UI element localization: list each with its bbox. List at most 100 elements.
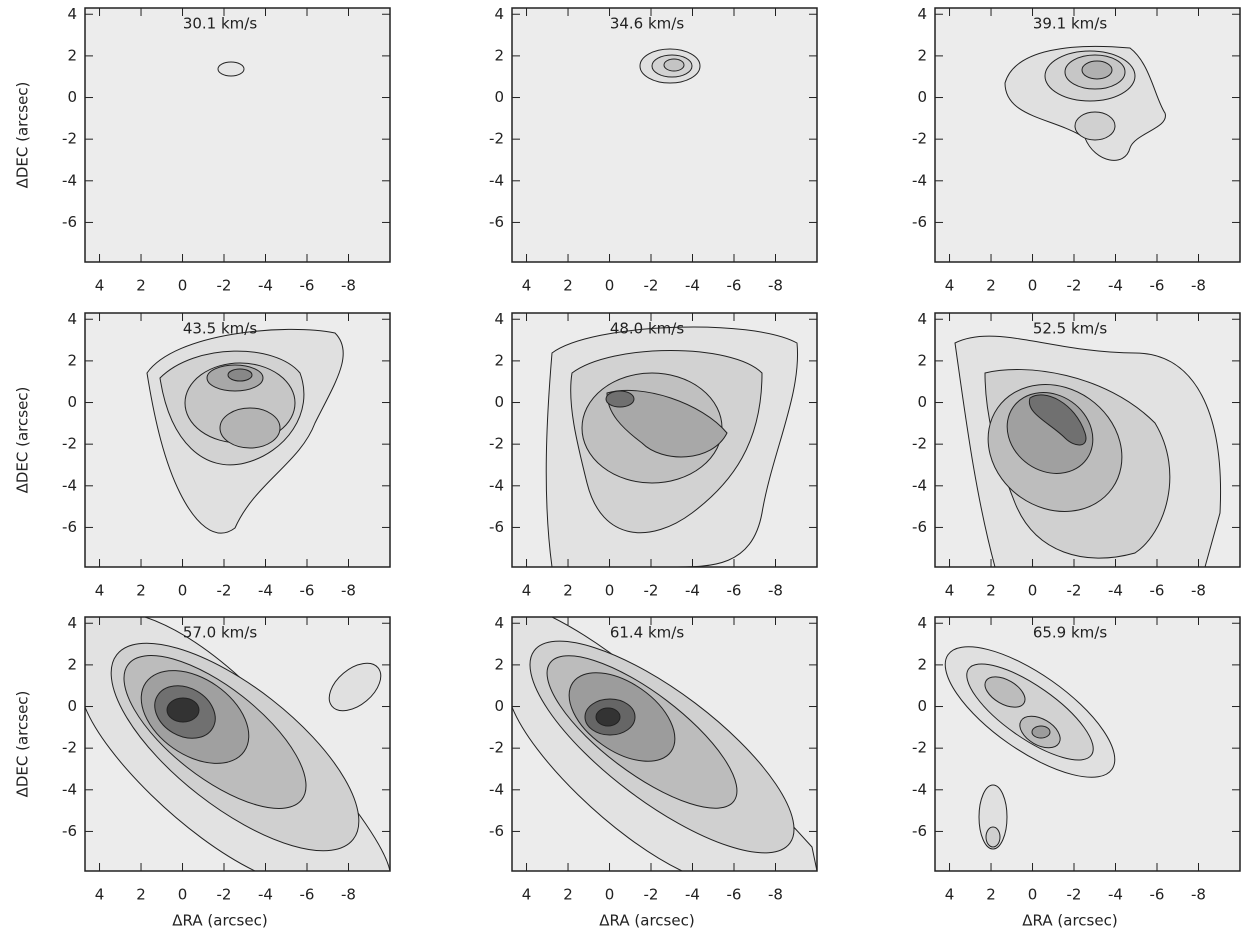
y-tick-label: -4 bbox=[62, 780, 77, 798]
x-tick-label: 4 bbox=[522, 277, 532, 295]
x-tick-label: 2 bbox=[986, 886, 996, 904]
panel: 4 2 0 -2 -4 -6 -8 4 2 0 -2 -4 -6 52.5 km/s bbox=[912, 310, 1241, 600]
x-tick-label: 4 bbox=[95, 582, 105, 600]
y-tick-label: -4 bbox=[489, 476, 504, 494]
contour-art bbox=[512, 617, 817, 871]
x-tick-label: -6 bbox=[300, 582, 315, 600]
panel: 4 2 0 -2 -4 -6 -8 4 2 0 -2 -4 -6 57.0 km/s ΔRA (arcsec… bbox=[14, 614, 391, 930]
y-tick-label: -4 bbox=[62, 476, 77, 494]
x-tick-label: 2 bbox=[136, 582, 146, 600]
y-tick-label: -2 bbox=[912, 739, 927, 757]
x-tick-label: -4 bbox=[258, 886, 273, 904]
y-tick-label: 4 bbox=[917, 310, 927, 328]
x-tick-label: -4 bbox=[1108, 582, 1123, 600]
y-tick-label: 2 bbox=[494, 46, 504, 64]
x-tick-label: -4 bbox=[258, 582, 273, 600]
x-tick-label: 0 bbox=[605, 886, 615, 904]
panel-title: 30.1 km/s bbox=[183, 15, 258, 33]
x-tick-label: -8 bbox=[768, 277, 783, 295]
y-tick-label: 2 bbox=[917, 351, 927, 369]
panel: 4 2 0 -2 -4 -6 -8 4 2 0 -2 -4 -6 43.5 km/s ΔDEC (arcse… bbox=[14, 310, 391, 600]
y-tick-label: 4 bbox=[67, 614, 77, 632]
y-tick-label: 0 bbox=[494, 697, 504, 715]
x-axis-label: ΔRA (arcsec) bbox=[1022, 912, 1117, 930]
x-tick-label: 2 bbox=[563, 582, 573, 600]
x-axis-label: ΔRA (arcsec) bbox=[172, 912, 267, 930]
y-tick-label: -4 bbox=[912, 780, 927, 798]
x-tick-label: -4 bbox=[685, 277, 700, 295]
y-tick-label: -2 bbox=[489, 739, 504, 757]
panel: 4 2 0 -2 -4 -6 -8 4 2 0 -2 -4 -6 61.4 km/s ΔRA (arcsec… bbox=[489, 614, 818, 930]
x-tick-label: -4 bbox=[685, 886, 700, 904]
x-tick-label: -8 bbox=[341, 277, 356, 295]
x-tick-label: -8 bbox=[1191, 582, 1206, 600]
plot-frame bbox=[84, 616, 391, 872]
x-tick-label: -8 bbox=[1191, 886, 1206, 904]
contour-art bbox=[639, 48, 701, 84]
x-tick-label: -6 bbox=[1150, 886, 1165, 904]
y-tick-label: -2 bbox=[489, 435, 504, 453]
x-tick-label: 4 bbox=[95, 277, 105, 295]
y-axis-label: ΔDEC (arcsec) bbox=[14, 691, 32, 798]
panel-title: 34.6 km/s bbox=[610, 15, 685, 33]
x-tick-label: 4 bbox=[522, 886, 532, 904]
x-tick-label: 4 bbox=[522, 582, 532, 600]
y-tick-label: -4 bbox=[489, 171, 504, 189]
x-tick-label: 0 bbox=[178, 886, 188, 904]
x-tick-label: -2 bbox=[217, 582, 232, 600]
x-tick-label: -2 bbox=[217, 886, 232, 904]
contour-art bbox=[85, 617, 390, 871]
contour-art bbox=[944, 646, 1116, 850]
contour-art bbox=[954, 335, 1222, 567]
y-tick-label: -2 bbox=[62, 739, 77, 757]
y-tick-label: -2 bbox=[62, 130, 77, 148]
y-tick-label: 4 bbox=[917, 614, 927, 632]
y-tick-label: 0 bbox=[917, 697, 927, 715]
x-tick-label: 0 bbox=[605, 582, 615, 600]
y-tick-label: 4 bbox=[494, 614, 504, 632]
contour-art bbox=[545, 326, 799, 567]
panel-title: 52.5 km/s bbox=[1033, 320, 1108, 338]
x-tick-label: -2 bbox=[644, 886, 659, 904]
y-tick-label: -2 bbox=[62, 435, 77, 453]
y-tick-label: -6 bbox=[62, 213, 77, 231]
x-tick-label: -2 bbox=[1067, 886, 1082, 904]
plot-background bbox=[85, 8, 390, 262]
y-tick-label: 4 bbox=[67, 310, 77, 328]
x-tick-label: -8 bbox=[341, 582, 356, 600]
panel-title: 48.0 km/s bbox=[610, 320, 685, 338]
x-tick-label: 0 bbox=[178, 277, 188, 295]
y-tick-label: -6 bbox=[912, 518, 927, 536]
x-tick-label: 0 bbox=[178, 582, 188, 600]
plot-background bbox=[512, 8, 817, 262]
x-tick-label: -8 bbox=[341, 886, 356, 904]
y-tick-label: 2 bbox=[494, 655, 504, 673]
x-tick-label: 4 bbox=[945, 277, 955, 295]
y-tick-label: 2 bbox=[67, 655, 77, 673]
x-tick-label: 2 bbox=[563, 277, 573, 295]
x-tick-label: -4 bbox=[258, 277, 273, 295]
y-tick-label: -6 bbox=[912, 822, 927, 840]
x-tick-label: -8 bbox=[768, 886, 783, 904]
y-tick-label: 2 bbox=[67, 351, 77, 369]
y-tick-label: -6 bbox=[489, 822, 504, 840]
y-tick-label: 0 bbox=[67, 393, 77, 411]
x-tick-label: 2 bbox=[136, 277, 146, 295]
x-tick-label: -2 bbox=[217, 277, 232, 295]
x-tick-label: -4 bbox=[1108, 277, 1123, 295]
y-tick-label: 0 bbox=[67, 88, 77, 106]
x-tick-label: 0 bbox=[1028, 277, 1038, 295]
y-tick-label: -6 bbox=[62, 822, 77, 840]
x-tick-label: -6 bbox=[1150, 277, 1165, 295]
x-tick-label: 0 bbox=[605, 277, 615, 295]
x-tick-label: -8 bbox=[1191, 277, 1206, 295]
y-tick-label: -2 bbox=[489, 130, 504, 148]
x-tick-label: 0 bbox=[1028, 886, 1038, 904]
y-tick-label: 0 bbox=[494, 88, 504, 106]
y-tick-label: -6 bbox=[912, 213, 927, 231]
y-tick-label: 2 bbox=[917, 46, 927, 64]
x-tick-label: 2 bbox=[136, 886, 146, 904]
y-tick-label: 4 bbox=[494, 5, 504, 23]
x-tick-label: -4 bbox=[685, 582, 700, 600]
x-tick-label: -6 bbox=[300, 886, 315, 904]
